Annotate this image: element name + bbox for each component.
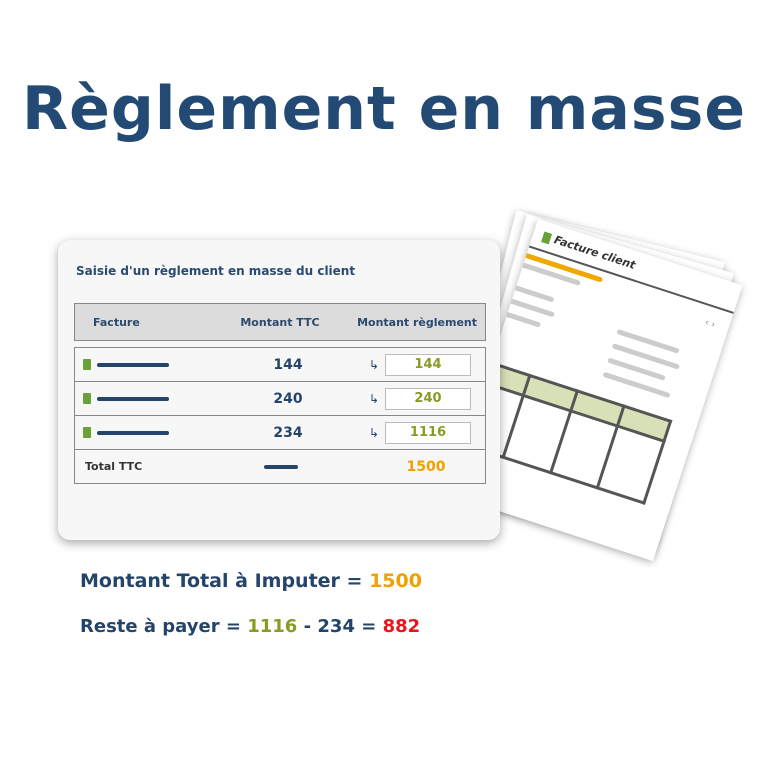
arrow-icon: ↳ bbox=[368, 391, 379, 406]
payment-input[interactable]: 1116 bbox=[385, 421, 471, 444]
payment-input[interactable]: 144 bbox=[385, 353, 471, 376]
placeholder-bar bbox=[97, 430, 169, 435]
header-montant-ttc: Montant TTC bbox=[240, 315, 320, 329]
equals-sign: = bbox=[361, 616, 377, 637]
page-title: Règlement en masse bbox=[21, 74, 747, 144]
total-imputer-label: Montant Total à Imputer bbox=[80, 570, 340, 592]
equals-sign: = bbox=[346, 570, 363, 592]
reste-label: Reste à payer bbox=[80, 616, 220, 637]
amount-ttc: 144 bbox=[273, 356, 303, 373]
header-montant-reglement: Montant règlement bbox=[357, 315, 477, 329]
total-row: Total TTC 1500 bbox=[75, 450, 485, 484]
table-row: 144 ↳ 144 bbox=[75, 348, 485, 382]
total-imputer-value: 1500 bbox=[369, 570, 422, 592]
total-value: 1500 bbox=[406, 458, 446, 475]
minus-sign: - bbox=[303, 616, 312, 637]
invoice-icon bbox=[83, 427, 91, 438]
operand-b: 234 bbox=[317, 616, 355, 637]
total-imputer-line: Montant Total à Imputer = 1500 bbox=[80, 570, 422, 592]
header-facture: Facture bbox=[93, 315, 140, 329]
equals-sign: = bbox=[225, 616, 241, 637]
table-row: 234 ↳ 1116 bbox=[75, 416, 485, 450]
payment-card: Saisie d'un règlement en masse du client… bbox=[58, 240, 500, 540]
placeholder-bar bbox=[97, 362, 169, 367]
invoice-icon bbox=[541, 231, 553, 244]
reste-result: 882 bbox=[382, 616, 421, 637]
placeholder-bar bbox=[97, 396, 169, 401]
table-row: 240 ↳ 240 bbox=[75, 382, 485, 416]
card-title: Saisie d'un règlement en masse du client bbox=[76, 264, 356, 278]
payment-input[interactable]: 240 bbox=[385, 387, 471, 410]
placeholder-bar bbox=[263, 464, 298, 469]
arrow-icon: ↳ bbox=[368, 425, 379, 440]
total-label: Total TTC bbox=[85, 460, 143, 473]
nav-arrows: ‹ › bbox=[703, 317, 717, 331]
operand-a: 1116 bbox=[247, 616, 298, 637]
amount-ttc: 240 bbox=[273, 390, 303, 407]
reste-a-payer-line: Reste à payer = 1116 - 234 = 882 bbox=[80, 616, 420, 637]
arrow-icon: ↳ bbox=[368, 357, 379, 372]
invoice-icon bbox=[83, 393, 91, 404]
table-header: Facture Montant TTC Montant règlement bbox=[74, 303, 486, 341]
amount-ttc: 234 bbox=[273, 424, 303, 441]
invoice-icon bbox=[83, 359, 91, 370]
payment-table: Facture Montant TTC Montant règlement 14… bbox=[74, 303, 486, 484]
